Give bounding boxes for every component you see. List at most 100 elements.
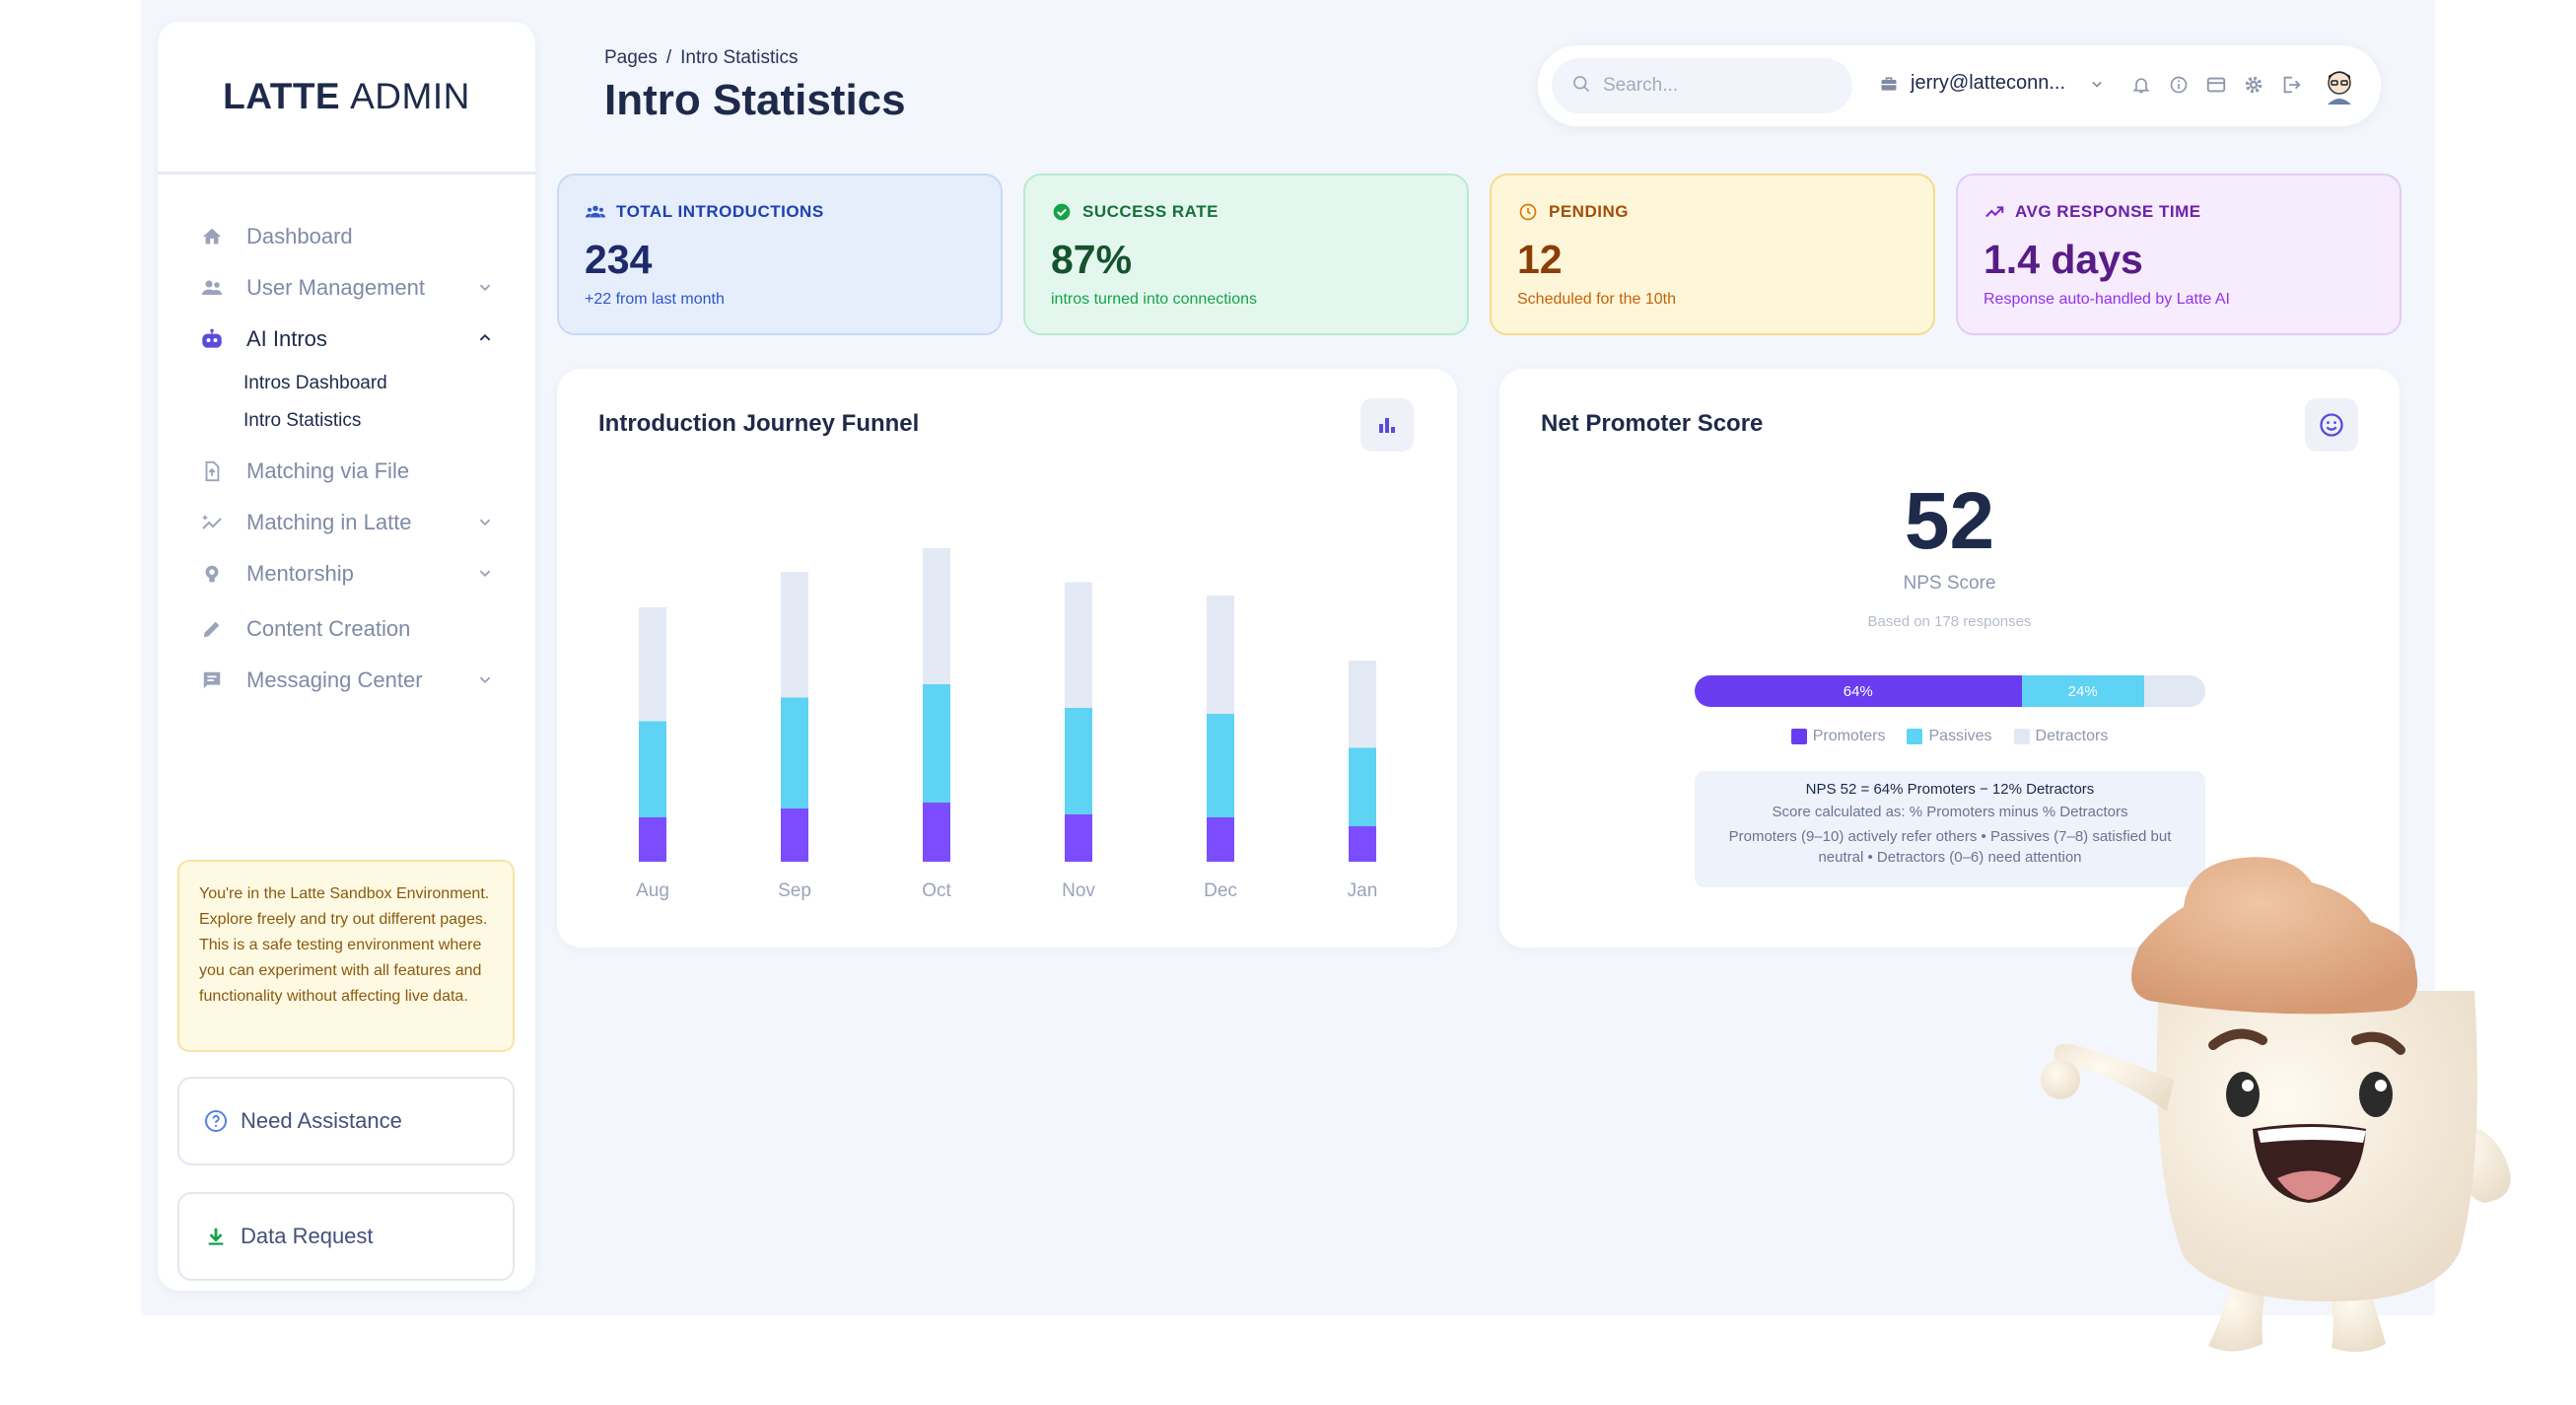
- download-icon: [203, 1224, 229, 1249]
- bell-icon[interactable]: [2129, 73, 2153, 97]
- sidebar-item-matching-in-latte[interactable]: Matching in Latte: [158, 497, 535, 548]
- sidebar-item-content-creation[interactable]: Content Creation: [158, 603, 535, 655]
- stat-card-avg-response-time: AVG RESPONSE TIME 1.4 days Response auto…: [1956, 174, 2402, 335]
- x-tick-label: Jan: [1348, 880, 1378, 901]
- chevron-down-icon: [474, 276, 496, 298]
- file-upload-icon: [199, 458, 225, 484]
- sidebar-item-dashboard[interactable]: Dashboard: [158, 211, 535, 262]
- legend-swatch: [2013, 729, 2030, 744]
- legend-swatch: [1907, 729, 1923, 744]
- breadcrumb-root[interactable]: Pages: [604, 47, 658, 68]
- bar-segment-sep-1: [781, 697, 808, 808]
- sidebar-item-label: AI Intros: [246, 326, 327, 351]
- search-input[interactable]: [1603, 75, 1830, 97]
- bar-segment-aug-2: [639, 607, 666, 722]
- x-tick-label: Sep: [778, 880, 811, 901]
- bar-segment-jan-2: [1349, 661, 1376, 748]
- stat-card-pending: PENDING 12 Scheduled for the 10th: [1490, 174, 1935, 335]
- bar-segment-oct-2: [923, 548, 950, 684]
- search-box: [1552, 58, 1852, 113]
- nps-distribution-bar: 64% 24%: [1695, 675, 2205, 707]
- x-tick-label: Nov: [1062, 880, 1095, 901]
- x-tick-label: Oct: [922, 880, 951, 901]
- bar-segment-nov-2: [1065, 582, 1092, 708]
- sparkle-icon: [199, 510, 225, 535]
- sidebar-item-messaging-center[interactable]: Messaging Center: [158, 655, 535, 706]
- stat-subtext: Scheduled for the 10th: [1517, 291, 1677, 308]
- message-icon: [199, 667, 225, 693]
- need-assistance-label: Need Assistance: [241, 1108, 402, 1133]
- sidebar-item-mentorship[interactable]: Mentorship: [158, 548, 535, 599]
- robot-icon: [199, 326, 225, 352]
- legend-item-promoters: Promoters: [1790, 728, 1885, 745]
- gear-icon[interactable]: [2242, 73, 2265, 97]
- sidebar-item-label: User Management: [246, 275, 425, 300]
- nps-title: Net Promoter Score: [1541, 410, 1764, 437]
- nps-calculation-note: Score calculated as: % Promoters minus %…: [1772, 804, 2128, 820]
- nps-score: 52: [1904, 476, 1995, 566]
- bar-segment-oct-1: [923, 684, 950, 803]
- legend-item-passives: Passives: [1907, 728, 1992, 745]
- sidebar: LATTE ADMIN Dashboard User Management AI …: [158, 22, 535, 1291]
- stat-subtext: intros turned into connections: [1051, 291, 1258, 308]
- bar-segment-jan-1: [1349, 747, 1376, 826]
- x-tick-label: Aug: [636, 880, 669, 901]
- stat-value: 12: [1517, 237, 1563, 282]
- bar-segment-dec-2: [1207, 596, 1234, 714]
- bar-segment-oct-0: [923, 803, 950, 862]
- chevron-up-icon: [474, 327, 496, 349]
- data-request-button[interactable]: Data Request: [177, 1192, 515, 1281]
- sidebar-subitem-intros-dashboard[interactable]: Intros Dashboard: [244, 373, 387, 393]
- stat-subtext: Response auto-handled by Latte AI: [1984, 291, 2230, 308]
- stat-label: SUCCESS RATE: [1051, 201, 1441, 223]
- nps-legend: Promoters Passives Detractors: [1499, 728, 2400, 745]
- bar-segment-jan-0: [1349, 826, 1376, 862]
- chevron-down-icon: [474, 511, 496, 532]
- bar-segment-dec-1: [1207, 714, 1234, 817]
- avatar[interactable]: [2314, 59, 2365, 110]
- sidebar-item-label: Matching via File: [246, 458, 410, 483]
- credit-card-icon[interactable]: [2204, 73, 2228, 97]
- breadcrumb: Pages / Intro Statistics: [604, 47, 798, 69]
- sidebar-item-label: Content Creation: [246, 616, 411, 641]
- sidebar-item-label: Matching in Latte: [246, 510, 412, 534]
- bar-segment-sep-2: [781, 572, 808, 698]
- legend-swatch: [1790, 729, 1807, 744]
- breadcrumb-current: Intro Statistics: [680, 47, 799, 68]
- sidebar-item-user-management[interactable]: User Management: [158, 262, 535, 314]
- stat-label: AVG RESPONSE TIME: [1984, 201, 2374, 223]
- info-icon[interactable]: [2167, 73, 2191, 97]
- logout-icon[interactable]: [2279, 73, 2303, 97]
- nps-score-label: NPS Score: [1903, 573, 1996, 594]
- clock-icon: [1517, 201, 1539, 223]
- stat-value: 87%: [1051, 237, 1133, 282]
- sidebar-nav: Dashboard User Management AI Intros Intr…: [158, 211, 535, 706]
- data-request-label: Data Request: [241, 1224, 374, 1248]
- sidebar-item-matching-via-file[interactable]: Matching via File: [158, 446, 535, 497]
- account-selector[interactable]: jerry@latteconn...: [1879, 72, 2107, 95]
- home-icon: [199, 224, 225, 249]
- chevron-down-icon: [474, 668, 496, 690]
- account-email: jerry@latteconn...: [1911, 72, 2066, 94]
- sidebar-subitem-intro-statistics[interactable]: Intro Statistics: [244, 410, 362, 431]
- nps-response-count: Based on 178 responses: [1867, 613, 2032, 630]
- bar-segment-aug-0: [639, 817, 666, 862]
- users-icon: [585, 201, 606, 223]
- lightbulb-icon: [199, 561, 225, 587]
- bar-chart-icon: [1375, 413, 1399, 437]
- mascot-illustration: [2041, 857, 2511, 1353]
- brand-logo[interactable]: LATTE ADMIN: [158, 22, 535, 175]
- bar-chart-button[interactable]: [1360, 398, 1414, 452]
- stat-label: PENDING: [1517, 201, 1908, 223]
- nps-formula: NPS 52 = 64% Promoters − 12% Detractors: [1805, 781, 2095, 798]
- help-circle-icon: [203, 1108, 229, 1134]
- pencil-icon: [199, 616, 225, 642]
- trend-up-icon: [1984, 201, 2005, 223]
- bar-segment-sep-0: [781, 808, 808, 862]
- stat-card-total-introductions: TOTAL INTRODUCTIONS 234 +22 from last mo…: [557, 174, 1003, 335]
- nps-description: Promoters (9–10) actively refer others •…: [1728, 828, 2172, 866]
- stat-label: TOTAL INTRODUCTIONS: [585, 201, 975, 223]
- need-assistance-button[interactable]: Need Assistance: [177, 1077, 515, 1165]
- sidebar-item-ai-intros[interactable]: AI Intros: [158, 314, 535, 365]
- smiley-button[interactable]: [2305, 398, 2358, 452]
